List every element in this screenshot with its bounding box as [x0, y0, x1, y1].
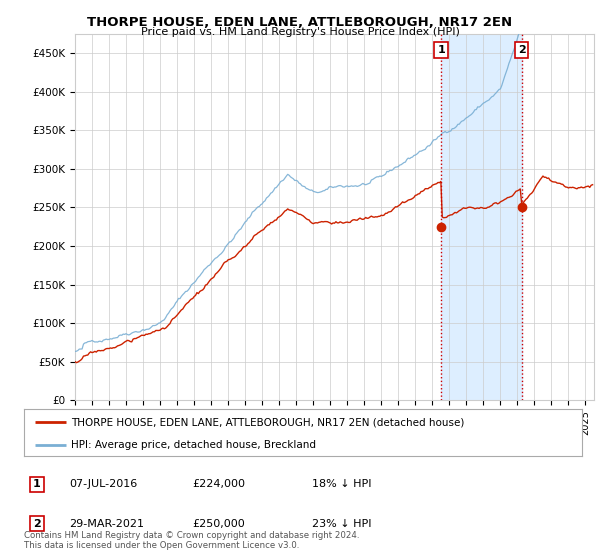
Text: 1: 1 [437, 45, 445, 55]
Text: 2: 2 [33, 519, 41, 529]
Text: 18% ↓ HPI: 18% ↓ HPI [312, 479, 371, 489]
Text: 29-MAR-2021: 29-MAR-2021 [69, 519, 144, 529]
Text: 23% ↓ HPI: 23% ↓ HPI [312, 519, 371, 529]
Text: Price paid vs. HM Land Registry's House Price Index (HPI): Price paid vs. HM Land Registry's House … [140, 27, 460, 37]
Bar [441, 34, 521, 400]
Text: THORPE HOUSE, EDEN LANE, ATTLEBOROUGH, NR17 2EN (detached house): THORPE HOUSE, EDEN LANE, ATTLEBOROUGH, N… [71, 417, 465, 427]
Text: THORPE HOUSE, EDEN LANE, ATTLEBOROUGH, NR17 2EN: THORPE HOUSE, EDEN LANE, ATTLEBOROUGH, N… [88, 16, 512, 29]
Text: 07-JUL-2016: 07-JUL-2016 [69, 479, 137, 489]
Text: £224,000: £224,000 [192, 479, 245, 489]
Text: Contains HM Land Registry data © Crown copyright and database right 2024.
This d: Contains HM Land Registry data © Crown c… [24, 530, 359, 550]
Text: £250,000: £250,000 [192, 519, 245, 529]
Text: 1: 1 [33, 479, 41, 489]
Text: HPI: Average price, detached house, Breckland: HPI: Average price, detached house, Brec… [71, 440, 316, 450]
Text: 2: 2 [518, 45, 526, 55]
